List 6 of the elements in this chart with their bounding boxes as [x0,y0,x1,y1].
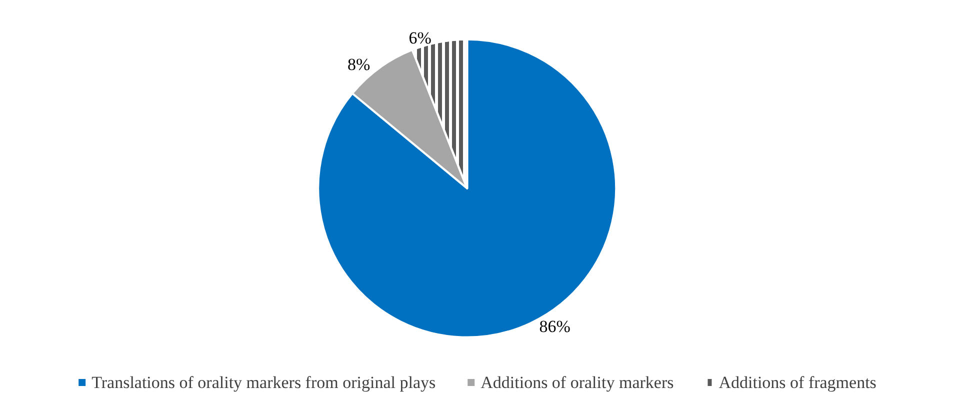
data-label: 6% [408,28,432,48]
legend-label: Additions of fragments [718,373,876,392]
legend-label: Translations of orality markers from original plays [92,373,436,392]
legend-label: Additions of orality markers [480,373,674,392]
data-label: 8% [348,55,370,74]
data-label: 86% [539,317,570,336]
